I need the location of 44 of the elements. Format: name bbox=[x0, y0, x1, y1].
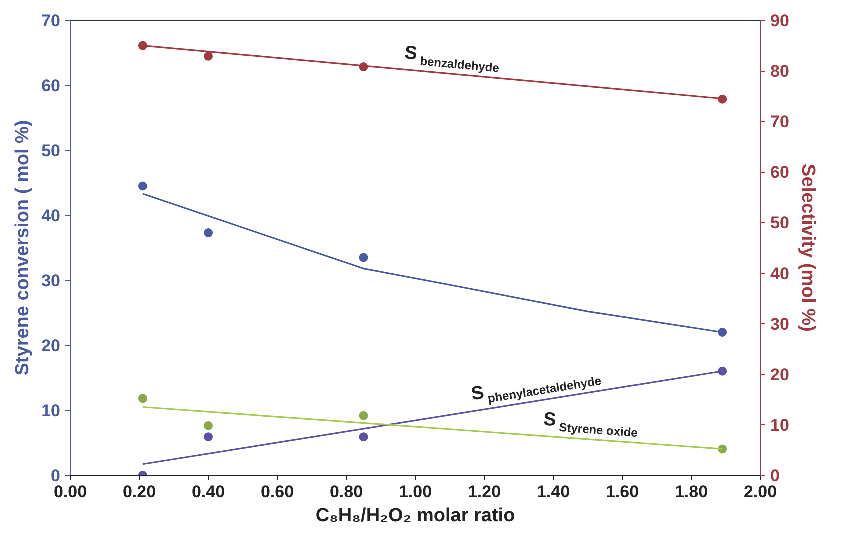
y-tick-label: 10 bbox=[42, 402, 61, 420]
x-tick-label: 0.40 bbox=[192, 482, 226, 502]
text: Sbenzaldehyde bbox=[404, 42, 500, 76]
y-tick-label: 70 bbox=[42, 12, 61, 30]
y2-tick-label: 90 bbox=[770, 12, 790, 30]
x-tick-label: 1.20 bbox=[468, 482, 502, 502]
point bbox=[204, 432, 213, 442]
y2-tick-label: 40 bbox=[770, 264, 790, 284]
point bbox=[138, 182, 148, 191]
y2-tick-label: 30 bbox=[770, 314, 790, 334]
point bbox=[359, 411, 368, 420]
x-axis-title: C₈H₈/H₂O₂ molar ratio bbox=[316, 506, 516, 526]
point bbox=[204, 52, 213, 61]
y-tick-label: 30 bbox=[42, 272, 61, 290]
x-tick-label: 0.80 bbox=[330, 482, 364, 502]
x-tick-label: 1.40 bbox=[536, 482, 570, 502]
y2-axis-title: Selectivity (mol %) bbox=[797, 164, 818, 332]
point bbox=[718, 328, 728, 337]
y2-tick-label: 20 bbox=[770, 365, 790, 384]
y-tick-label: 0 bbox=[51, 466, 61, 486]
x-tick-label: 0.20 bbox=[122, 482, 156, 502]
point bbox=[138, 394, 148, 404]
x-tick-label: 1.80 bbox=[674, 482, 708, 502]
y-axis-title: Styrene conversion ( mol %) bbox=[12, 120, 34, 376]
series-label: SStyrene oxide bbox=[542, 409, 639, 440]
x-tick-label: 1.60 bbox=[606, 482, 640, 502]
x-tick-label: 1.00 bbox=[398, 482, 432, 502]
x-tick-label: 0.60 bbox=[260, 482, 294, 502]
y2-tick-label: 0 bbox=[770, 466, 780, 486]
x-tick-label: 0.00 bbox=[54, 482, 88, 502]
point bbox=[204, 228, 213, 238]
point bbox=[359, 253, 368, 262]
point bbox=[204, 421, 213, 430]
y-tick-label: 20 bbox=[42, 336, 61, 356]
point bbox=[359, 432, 368, 442]
x-tick-label: 2.00 bbox=[744, 482, 778, 502]
y-tick-label: 40 bbox=[42, 206, 61, 226]
y2-tick-label: 70 bbox=[770, 112, 790, 132]
y-tick-label: 60 bbox=[42, 76, 61, 96]
y-tick-label: 50 bbox=[42, 142, 61, 160]
y2-tick-label: 10 bbox=[770, 416, 790, 435]
y2-tick-label: 50 bbox=[770, 214, 790, 233]
y2-tick-label: 80 bbox=[770, 62, 790, 82]
y2-tick-label: 60 bbox=[770, 163, 790, 182]
